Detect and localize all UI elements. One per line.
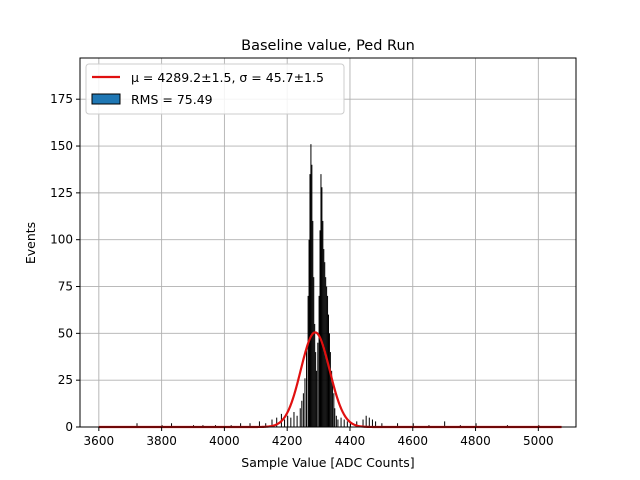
y-tick-label: 75 [58, 280, 73, 294]
histogram-bar [249, 423, 251, 427]
y-tick-label: 50 [58, 326, 73, 340]
x-tick-label: 3800 [146, 434, 177, 448]
histogram-bar [475, 423, 477, 427]
histogram-bar [271, 419, 273, 427]
histogram-bar [333, 393, 335, 427]
histogram-bar [312, 220, 314, 427]
histogram-bar [340, 417, 342, 427]
x-tick-label: 4000 [209, 434, 240, 448]
histogram-bar [319, 230, 321, 427]
histogram-bar [301, 400, 303, 427]
histogram-bar [296, 415, 298, 427]
histogram-bar [136, 423, 138, 427]
histogram-bar [317, 342, 319, 427]
histogram-bar [310, 144, 312, 428]
histogram-bar [349, 423, 351, 427]
histogram-bar [397, 423, 399, 427]
histogram-bar [381, 423, 383, 427]
histogram-bar [307, 295, 309, 427]
histogram-bar [320, 174, 322, 427]
histogram-bar [306, 348, 308, 427]
x-axis-ticks: 3600 3800 4000 4200 4400 4600 4800 5000 [84, 427, 554, 448]
histogram-bar [240, 423, 242, 427]
histogram-bar [287, 415, 289, 427]
y-tick-label: 0 [65, 420, 73, 434]
histogram-bar [171, 423, 173, 427]
histogram-bar [309, 174, 311, 427]
y-tick-label: 100 [50, 233, 73, 247]
histogram-bar [293, 412, 295, 427]
x-axis-label: Sample Value [ADC Counts] [241, 455, 414, 470]
histogram-bar [375, 421, 377, 427]
plot-frame [79, 57, 577, 428]
histogram-bar [346, 421, 348, 427]
histogram-bar [284, 419, 286, 427]
legend-fit-label: μ = 4289.2±1.5, σ = 45.7±1.5 [131, 70, 324, 85]
histogram-bar [258, 421, 260, 427]
histogram-bar [322, 220, 324, 427]
histogram-bar [276, 417, 278, 427]
y-tick-label: 175 [50, 92, 73, 106]
histogram-bar [313, 277, 315, 427]
histogram-bar [444, 421, 446, 427]
histogram-bar [365, 415, 367, 427]
histogram-bar [324, 262, 326, 427]
histogram-bar [368, 417, 370, 427]
histogram-bar [265, 423, 267, 427]
x-tick-label: 3600 [84, 434, 115, 448]
histogram-bar [314, 323, 316, 427]
histogram-bar [311, 164, 313, 428]
histogram-bar [334, 408, 336, 427]
histogram-bar [328, 314, 329, 427]
histogram-bar [299, 408, 301, 427]
legend-hist-label: RMS = 75.49 [131, 92, 213, 107]
y-tick-label: 150 [50, 139, 73, 153]
x-tick-label: 4600 [397, 434, 428, 448]
histogram-bar [332, 380, 334, 427]
legend: μ = 4289.2±1.5, σ = 45.7±1.5 RMS = 75.49 [85, 63, 345, 115]
histogram-bar [308, 239, 310, 427]
histogram-bar [371, 419, 373, 427]
histogram-bar [323, 249, 325, 427]
histogram-bar [343, 419, 345, 427]
x-tick-label: 4400 [335, 434, 366, 448]
histogram-bar [329, 352, 331, 427]
chart-title: Baseline value, Ped Run [241, 38, 415, 54]
x-tick-label: 4200 [272, 434, 303, 448]
histogram-bar [328, 333, 330, 427]
y-tick-label: 25 [58, 373, 73, 387]
histogram-bar [315, 352, 317, 427]
histogram-bar [321, 187, 323, 427]
histogram-bar [318, 295, 320, 427]
histogram-bar [356, 421, 358, 427]
x-tick-label: 4800 [460, 434, 491, 448]
histogram-bar [316, 370, 318, 427]
histogram-bar [335, 415, 337, 427]
histogram-bar [362, 419, 364, 427]
histogram-bar [302, 393, 304, 427]
legend-box [85, 63, 345, 115]
x-tick-label: 5000 [523, 434, 554, 448]
legend-histogram-swatch [91, 93, 121, 105]
y-axis-ticks: 0 25 50 75 100 125 150 175 [50, 92, 80, 434]
histogram-bar [331, 370, 333, 427]
histogram-bar [412, 423, 414, 427]
y-axis-label: Events [23, 222, 38, 264]
y-tick-label: 125 [50, 186, 73, 200]
histogram-bar [337, 419, 339, 427]
histogram-bar [290, 417, 292, 427]
histogram-bar [304, 378, 306, 427]
